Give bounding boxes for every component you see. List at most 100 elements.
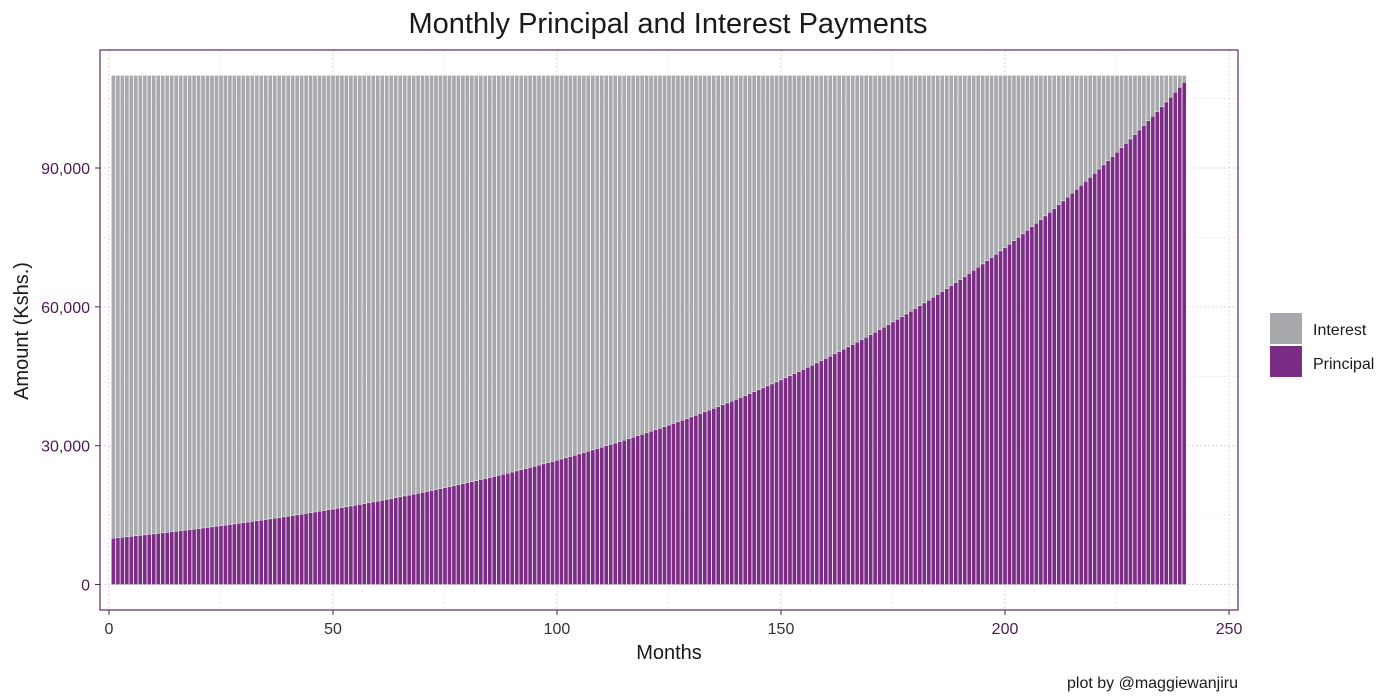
y-axis-label: Amount (Kshs.) xyxy=(11,262,33,400)
principal-bar xyxy=(478,479,484,585)
principal-bar xyxy=(801,369,806,585)
interest-bar xyxy=(1092,75,1097,174)
principal-bar xyxy=(868,334,873,585)
interest-bar xyxy=(841,75,846,350)
interest-bar xyxy=(1087,75,1093,178)
principal-bar xyxy=(250,521,255,585)
principal-bar xyxy=(523,468,528,585)
principal-bar xyxy=(1110,156,1115,585)
principal-bar xyxy=(483,478,488,585)
interest-bar xyxy=(787,75,793,376)
principal-bar xyxy=(613,442,618,585)
interest-bar xyxy=(684,75,690,419)
interest-bar xyxy=(846,75,851,348)
interest-bar xyxy=(581,75,587,453)
principal-bar xyxy=(671,423,676,585)
principal-bar xyxy=(357,504,363,585)
principal-bar xyxy=(657,428,663,585)
interest-bar xyxy=(218,75,224,526)
interest-bar xyxy=(613,75,618,444)
principal-bar xyxy=(590,449,596,585)
principal-bar xyxy=(232,523,237,585)
interest-bar xyxy=(819,75,824,361)
interest-bar xyxy=(917,75,923,306)
interest-bar xyxy=(509,75,515,473)
interest-bar xyxy=(285,75,291,517)
principal-bar xyxy=(559,458,564,585)
principal-bar xyxy=(841,349,846,585)
principal-bar xyxy=(899,316,905,585)
interest-bar xyxy=(411,75,416,495)
principal-bar xyxy=(303,513,309,585)
interest-bar xyxy=(496,75,501,476)
principal-bar xyxy=(944,288,949,585)
interest-bar xyxy=(953,75,958,283)
interest-bar xyxy=(433,75,439,490)
principal-bar xyxy=(1070,193,1075,585)
principal-bar xyxy=(460,483,466,585)
principal-bar xyxy=(1177,87,1182,585)
principal-bar xyxy=(227,524,233,585)
principal-bar xyxy=(380,500,385,585)
interest-bar xyxy=(1047,75,1053,213)
principal-bar xyxy=(456,484,461,585)
principal-bar xyxy=(1025,230,1030,585)
interest-bar xyxy=(478,75,484,480)
interest-bar xyxy=(881,75,887,328)
principal-bar xyxy=(716,406,721,585)
principal-bar xyxy=(151,533,156,585)
interest-bar xyxy=(415,75,421,494)
interest-bar xyxy=(608,75,613,445)
principal-bar xyxy=(819,360,824,585)
principal-bar xyxy=(142,534,147,585)
principal-bar xyxy=(339,507,345,585)
interest-bar xyxy=(474,75,479,481)
interest-bar xyxy=(1070,75,1075,194)
interest-bar xyxy=(465,75,470,483)
principal-bar xyxy=(949,285,954,585)
principal-bar xyxy=(863,337,869,585)
principal-bar xyxy=(509,471,515,585)
interest-bar xyxy=(716,75,721,407)
principal-bar xyxy=(1146,120,1151,585)
interest-bar xyxy=(227,75,233,525)
principal-bar xyxy=(344,506,349,585)
principal-bar xyxy=(389,498,394,585)
x-tick-label: 250 xyxy=(1216,621,1243,638)
interest-bar xyxy=(447,75,452,487)
principal-bar xyxy=(1137,129,1142,585)
interest-bar xyxy=(1061,75,1066,202)
principal-bar xyxy=(115,537,121,585)
interest-bar xyxy=(250,75,255,522)
interest-bar xyxy=(1150,75,1156,117)
principal-bar xyxy=(200,527,206,585)
principal-bar xyxy=(165,532,170,585)
x-tick-label: 200 xyxy=(992,621,1019,638)
principal-bar xyxy=(881,326,887,585)
interest-bar xyxy=(362,75,367,504)
principal-bar xyxy=(747,393,752,585)
principal-bar xyxy=(563,457,569,585)
interest-bar xyxy=(1078,75,1084,186)
interest-bar xyxy=(568,75,573,457)
principal-bar xyxy=(998,250,1003,585)
interest-bar xyxy=(1025,75,1030,231)
interest-bar xyxy=(913,75,918,309)
principal-bar xyxy=(424,491,430,585)
interest-bar xyxy=(635,75,640,437)
principal-bar xyxy=(926,299,932,585)
x-axis-ticks: 0 50 100 150 200 250 xyxy=(105,610,1243,638)
principal-bar xyxy=(326,509,331,585)
principal-bar xyxy=(1038,219,1044,585)
interest-bar xyxy=(1096,75,1102,170)
interest-bar xyxy=(389,75,394,499)
principal-bar xyxy=(769,383,775,585)
interest-bar xyxy=(711,75,716,409)
principal-bar xyxy=(626,438,631,585)
interest-bar xyxy=(742,75,748,396)
interest-bar xyxy=(290,75,295,516)
interest-bar xyxy=(259,75,264,521)
principal-bar xyxy=(751,391,757,585)
principal-bar xyxy=(1155,111,1160,585)
principal-bar xyxy=(290,515,295,585)
